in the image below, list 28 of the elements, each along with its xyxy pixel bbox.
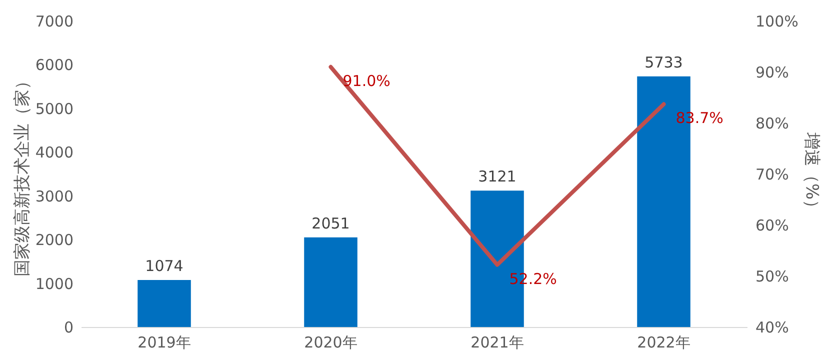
y2-tick-label: 50%	[756, 268, 789, 286]
data-label: 5733	[644, 53, 683, 72]
y2-axis-title: 增速（%）	[801, 131, 822, 217]
y2-tick-label: 60%	[756, 216, 789, 234]
y-tick-label: 0	[64, 318, 74, 336]
y-tick-label: 2000	[35, 231, 74, 250]
y2-tick-label: 70%	[756, 166, 789, 184]
y2-tick-label: 100%	[756, 12, 798, 30]
y-tick-label: 6000	[35, 56, 74, 74]
x-tick-label: 2021年	[470, 334, 524, 352]
bar	[138, 280, 191, 327]
data-label: 2051	[312, 214, 350, 232]
x-tick-label: 2019年	[138, 334, 191, 352]
y-tick-label: 7000	[35, 12, 74, 30]
x-tick-label: 2022年	[637, 334, 690, 352]
bar	[304, 237, 358, 327]
y2-tick-label: 90%	[756, 64, 789, 82]
y-tick-label: 5000	[35, 100, 74, 118]
data-label: 3121	[478, 168, 516, 186]
x-tick-label: 2020年	[304, 334, 358, 352]
y-tick-label: 3000	[35, 187, 74, 206]
data-label: 1074	[145, 257, 184, 276]
y2-tick-label: 40%	[756, 318, 789, 336]
y2-tick-label: 80%	[756, 114, 789, 132]
y-axis-title: 国家级高新技术企业（家）	[12, 72, 32, 276]
y-tick-label: 1000	[35, 274, 74, 293]
y-tick-label: 4000	[35, 144, 74, 162]
data-label: 91.0%	[342, 72, 390, 90]
